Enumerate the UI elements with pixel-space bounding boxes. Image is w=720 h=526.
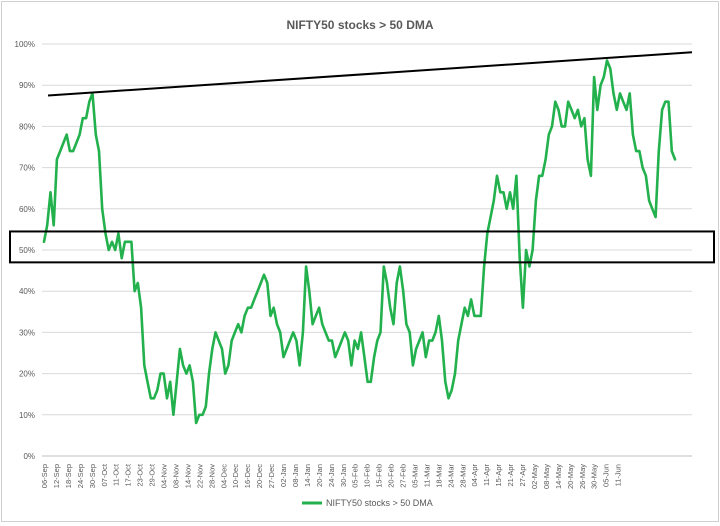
x-tick-label: 27-Dec bbox=[267, 464, 276, 488]
x-tick-label: 14-May bbox=[554, 464, 563, 489]
x-tick-label: 15-Apr bbox=[494, 464, 503, 487]
x-tick-label: 10-Feb bbox=[363, 464, 372, 488]
series-group bbox=[42, 59, 677, 425]
y-tick-label: 30% bbox=[19, 328, 35, 337]
x-tick-label: 10-Dec bbox=[231, 464, 240, 488]
x-tick-label: 17-Oct bbox=[124, 463, 133, 486]
y-tick-label: 70% bbox=[19, 164, 35, 173]
x-tick-label: 11-Jun bbox=[614, 464, 623, 486]
x-tick-label: 27-Feb bbox=[399, 464, 408, 488]
x-tick-label: 24-Sep bbox=[76, 464, 85, 488]
y-tick-label: 0% bbox=[23, 452, 35, 461]
x-tick-label: 20-May bbox=[566, 464, 575, 489]
x-tick-label: 08-May bbox=[542, 464, 551, 489]
x-tick-label: 20-Dec bbox=[255, 464, 264, 488]
x-tick-label: 11-Apr bbox=[482, 464, 491, 486]
y-tick-label: 80% bbox=[19, 122, 35, 131]
x-tick-label: 04-Apr bbox=[470, 464, 479, 487]
y-tick-label: 100% bbox=[15, 40, 35, 49]
y-tick-label: 50% bbox=[19, 246, 35, 255]
series-line bbox=[42, 59, 677, 425]
x-tick-label: 11-Mar bbox=[422, 464, 431, 488]
x-tick-label: 24-Jan bbox=[327, 464, 336, 487]
x-tick-label: 08-Nov bbox=[171, 464, 180, 488]
x-tick-label: 04-Nov bbox=[160, 464, 169, 488]
y-tick-label: 90% bbox=[19, 81, 35, 90]
annotations bbox=[9, 51, 715, 264]
trendline bbox=[47, 51, 693, 97]
x-tick-label: 26-May bbox=[578, 464, 587, 489]
x-tick-label: 08-Jan bbox=[291, 464, 300, 487]
x-tick-label: 28-Nov bbox=[207, 464, 216, 488]
x-tick-label: 11-Oct bbox=[112, 463, 121, 486]
x-tick-label: 04-Dec bbox=[219, 464, 228, 488]
x-tick-label: 22-Nov bbox=[195, 464, 204, 488]
x-tick-label: 30-Jan bbox=[339, 464, 348, 487]
x-tick-label: 12-Sep bbox=[52, 464, 61, 488]
x-tick-label: 06-Sep bbox=[40, 464, 49, 488]
y-tick-label: 60% bbox=[19, 205, 35, 214]
x-tick-label: 30-May bbox=[590, 464, 599, 489]
x-tick-label: 20-Feb bbox=[387, 464, 396, 488]
x-tick-label: 07-Oct bbox=[100, 463, 109, 486]
x-tick-label: 02-Jan bbox=[279, 464, 288, 487]
x-tick-label: 30-Sep bbox=[88, 464, 97, 488]
x-tick-label: 14-Jan bbox=[303, 464, 312, 487]
y-tick-label: 40% bbox=[19, 287, 35, 296]
x-tick-label: 16-Dec bbox=[243, 464, 252, 488]
y-tick-label: 10% bbox=[19, 411, 35, 420]
x-tick-label: 21-Apr bbox=[506, 464, 515, 487]
x-tick-label: 28-Mar bbox=[458, 464, 467, 488]
x-tick-label: 02-May bbox=[530, 464, 539, 489]
chart-title: NIFTY50 stocks > 50 DMA bbox=[286, 18, 433, 32]
gridlines bbox=[42, 43, 692, 457]
x-tick-label: 18-Mar bbox=[434, 464, 443, 488]
x-tick-label: 05-Mar bbox=[410, 464, 419, 488]
x-tick-label: 29-Oct bbox=[148, 463, 157, 486]
x-tick-label: 20-Jan bbox=[315, 464, 324, 487]
y-tick-label: 20% bbox=[19, 370, 35, 379]
x-tick-label: 15-Feb bbox=[375, 464, 384, 488]
x-tick-label: 05-Feb bbox=[351, 464, 360, 488]
legend: NIFTY50 stocks > 50 DMA bbox=[302, 498, 433, 508]
x-tick-label: 24-Mar bbox=[446, 464, 455, 488]
x-tick-label: 18-Sep bbox=[64, 464, 73, 488]
x-tick-label: 27-Apr bbox=[518, 464, 527, 487]
y-axis: 0% 10% 20% 30% 40% 50% 60% 70% 80% 90% 100% bbox=[15, 40, 35, 461]
x-tick-label: 23-Oct bbox=[136, 463, 145, 486]
support-band bbox=[9, 230, 715, 264]
x-tick-label: 05-Jun bbox=[602, 464, 611, 487]
x-axis: 06-Sep 12-Sep 18-Sep 24-Sep 30-Sep 07-Oct 11-O… bbox=[40, 463, 623, 489]
x-tick-label: 14-Nov bbox=[183, 464, 192, 488]
legend-entry: NIFTY50 stocks > 50 DMA bbox=[326, 498, 433, 508]
